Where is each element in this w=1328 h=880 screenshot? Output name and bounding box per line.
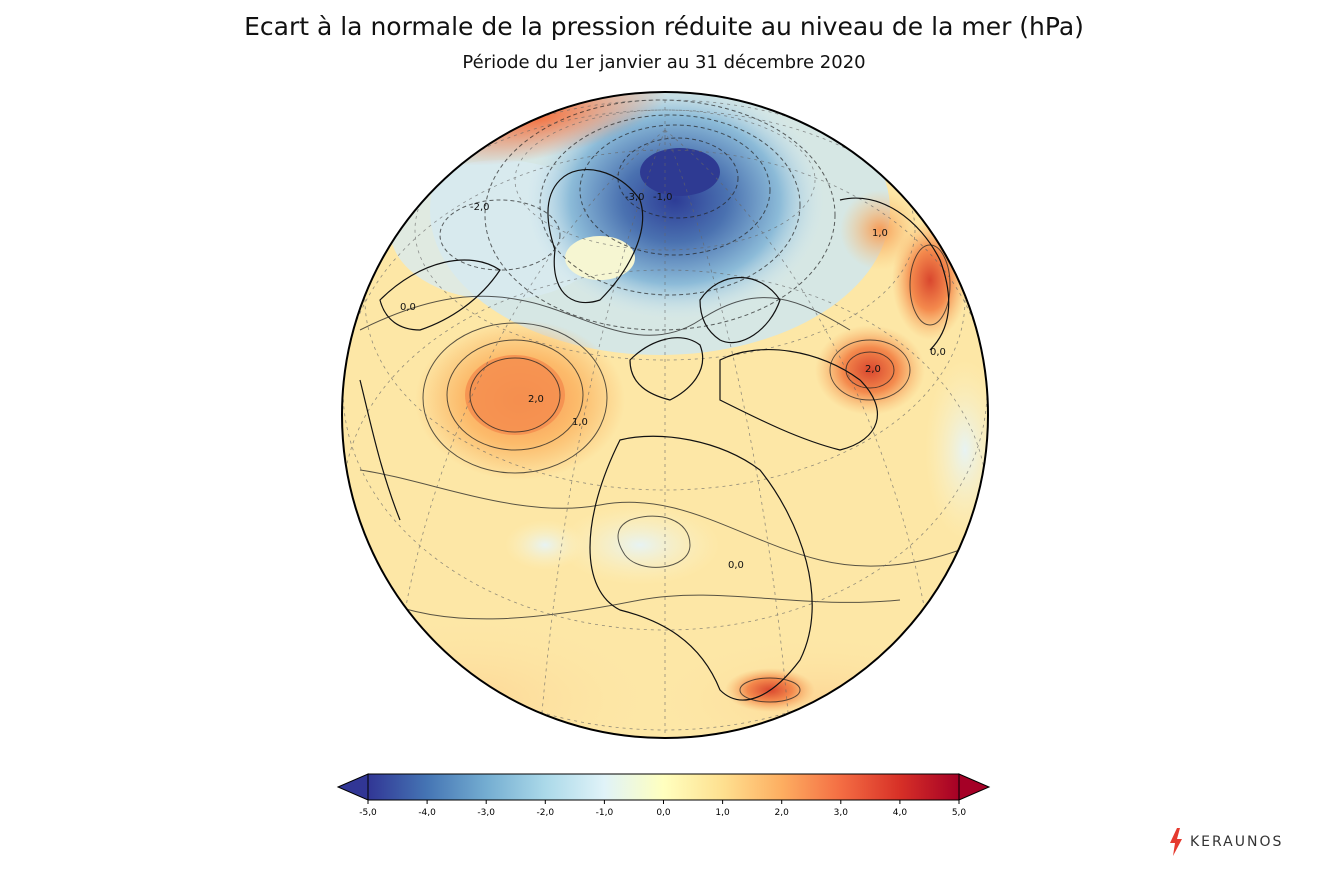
colorbar-tick-label: 5,0 — [952, 808, 967, 818]
contour-label: 2,0 — [865, 364, 881, 375]
colorbar-tick-label: -5,0 — [359, 808, 377, 818]
colorbar-tick-label: -4,0 — [418, 808, 436, 818]
isobars — [359, 244, 986, 703]
coastlines — [359, 169, 950, 701]
colorbar-tick-label: 3,0 — [834, 808, 849, 818]
contour-label: -1,0 — [653, 192, 673, 203]
colorbar-tick-label: 1,0 — [715, 808, 730, 818]
contour-label: -3,0 — [625, 192, 645, 203]
colorbar-tick-label: -2,0 — [537, 808, 555, 818]
contour-label: 0,0 — [930, 347, 946, 358]
contour-label: 2,0 — [528, 394, 544, 405]
colorbar-tick-label: -1,0 — [596, 808, 614, 818]
page-subtitle: Période du 1er janvier au 31 décembre 20… — [462, 52, 866, 73]
page-title: Ecart à la normale de la pression réduit… — [244, 12, 1084, 41]
brand-name: KERAUNOS — [1190, 834, 1284, 850]
colorbar-tick-label: 2,0 — [775, 808, 790, 818]
contour-label: 0,0 — [728, 560, 744, 571]
colorbar-extend-low — [336, 773, 369, 801]
colorbar-bar — [367, 773, 960, 801]
contour-label: 0,0 — [400, 302, 416, 313]
brand-logo: KERAUNOS — [1168, 828, 1283, 856]
colorbar-tick-label: 0,0 — [656, 808, 671, 818]
colorbar-tick-label: 4,0 — [893, 808, 908, 818]
colorbar-tick-label: -3,0 — [477, 808, 495, 818]
globe-outline — [341, 91, 989, 739]
contour-label: 1,0 — [572, 417, 588, 428]
contour-label: -2,0 — [470, 202, 490, 213]
contour-labels: -2,0 -3,0 -1,0 2,0 1,0 0,0 2,0 1,0 0,0 0… — [400, 192, 946, 571]
contour-label: 1,0 — [872, 228, 888, 239]
colorbar-ticks: -5,0 -4,0 -3,0 -2,0 -1,0 0,0 1,0 2,0 3,0 4,0 5,0 — [359, 800, 966, 818]
negative-isobars — [439, 99, 836, 331]
lightning-icon — [1170, 828, 1182, 856]
colorbar-extend-high — [958, 773, 991, 801]
